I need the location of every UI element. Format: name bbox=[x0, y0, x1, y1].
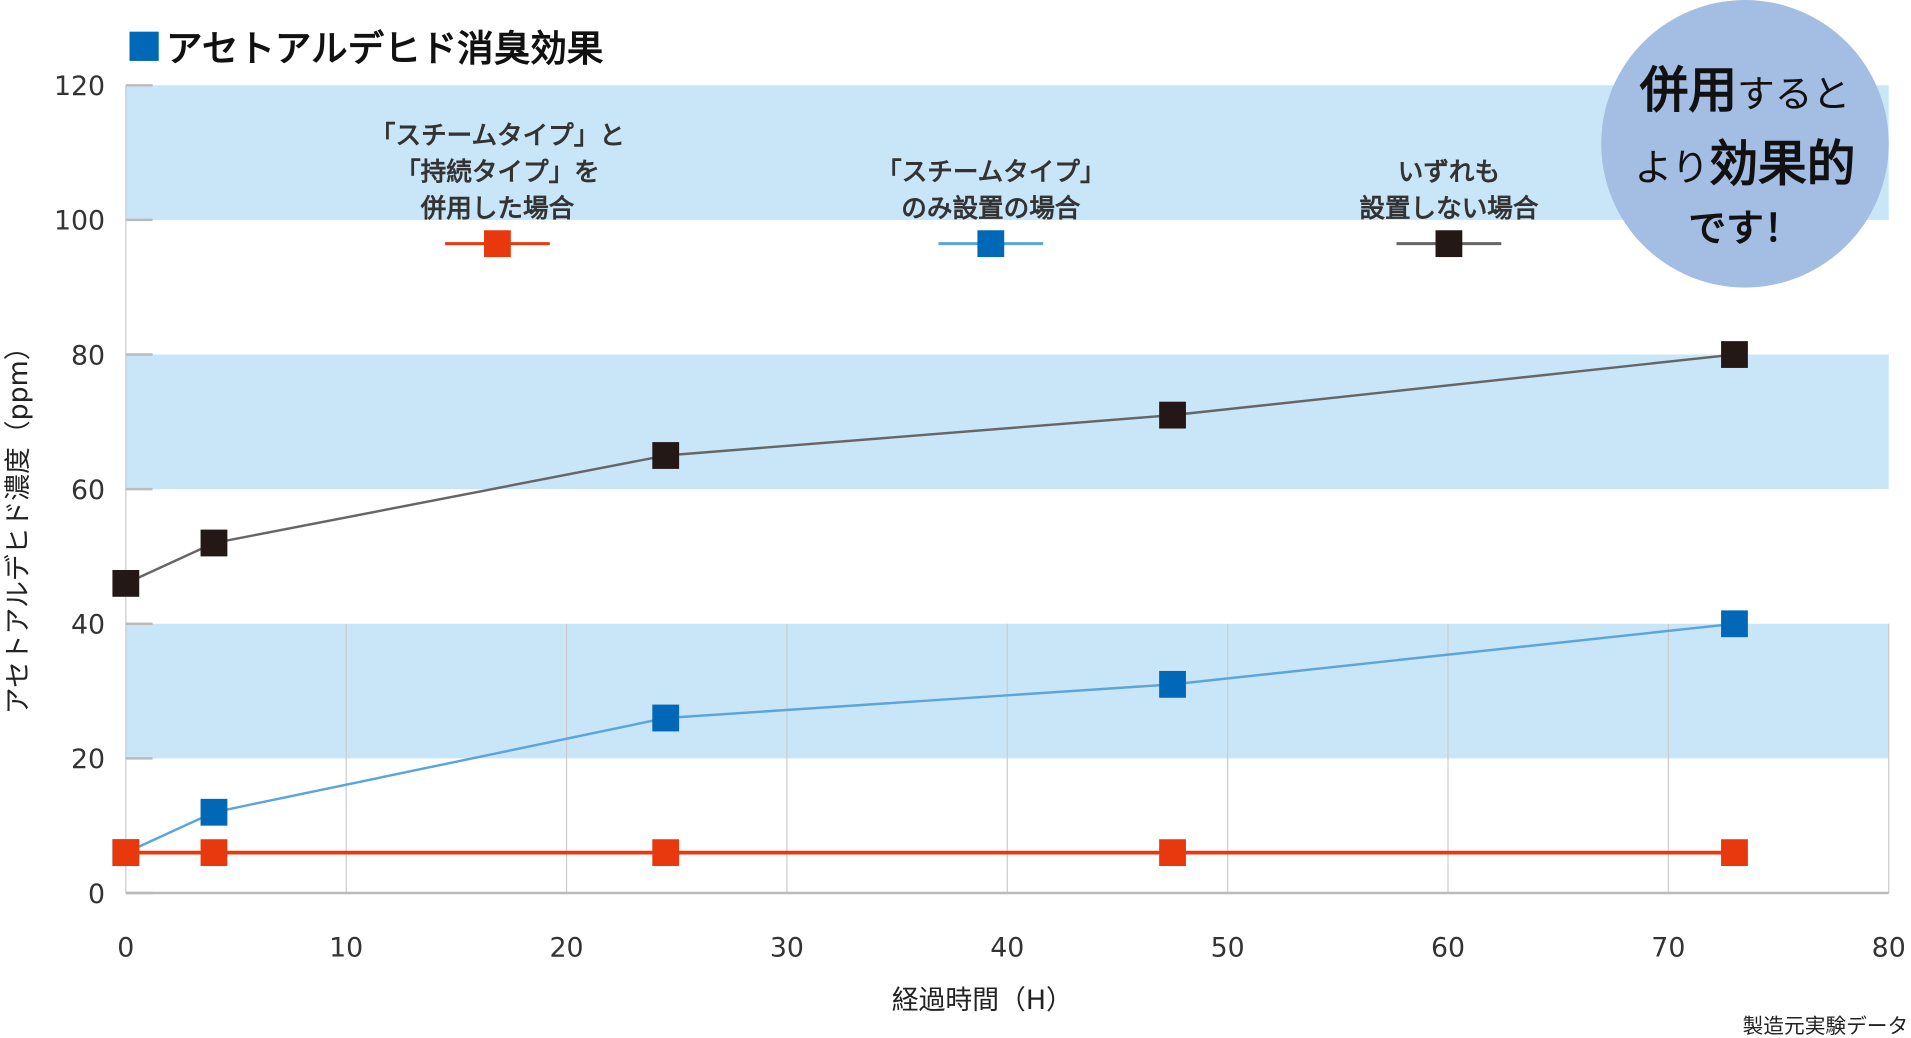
x-tick-label: 20 bbox=[549, 932, 583, 963]
series-2 bbox=[112, 341, 1748, 597]
band bbox=[125, 354, 1889, 490]
data-point bbox=[652, 442, 680, 469]
legend-label: のみ設置の場合 bbox=[901, 193, 1080, 224]
x-tick-label: 30 bbox=[770, 932, 804, 963]
y-tick-labels: 0 20 40 60 80 100 120 bbox=[54, 71, 105, 910]
bubble-line2-bold: 効果的 bbox=[1709, 136, 1855, 192]
legend-marker bbox=[1435, 230, 1463, 258]
footnote: 製造元実験データ bbox=[1743, 1014, 1909, 1038]
x-tick-label: 0 bbox=[117, 932, 134, 963]
data-point bbox=[200, 839, 228, 867]
legend-label: 設置しない場合 bbox=[1359, 193, 1538, 224]
title-marker bbox=[129, 31, 159, 61]
y-tick-label: 60 bbox=[71, 475, 105, 506]
y-tick-label: 20 bbox=[71, 744, 105, 775]
data-point bbox=[112, 569, 140, 597]
y-tick-label: 80 bbox=[71, 340, 105, 371]
legend-label: 「持続タイプ」を bbox=[395, 156, 600, 187]
bubble-line1-rest: すると bbox=[1737, 72, 1850, 116]
chart-title: アセトアルデヒド消臭効果 bbox=[166, 27, 604, 70]
legend-label: 併用した場合 bbox=[420, 193, 575, 224]
x-tick-label: 80 bbox=[1872, 932, 1906, 963]
grid-lines bbox=[125, 84, 1890, 895]
data-point bbox=[1159, 401, 1186, 429]
x-tick-label: 60 bbox=[1431, 932, 1465, 963]
bubble-line2-rest: より bbox=[1635, 145, 1710, 189]
legend-label: 「スチームタイプ」と bbox=[370, 120, 625, 151]
bubble-line3: です！ bbox=[1688, 206, 1801, 250]
callout-bubble: 併用すると より効果的 です！ bbox=[1601, 0, 1889, 288]
x-axis-label: 経過時間（H） bbox=[892, 985, 1073, 1016]
legend-marker bbox=[484, 230, 511, 258]
data-point bbox=[200, 529, 228, 557]
svg-text:より効果的: より効果的 bbox=[1635, 136, 1856, 192]
x-tick-label: 40 bbox=[990, 932, 1024, 963]
y-axis-label: アセトアルデヒド濃度（ppm） bbox=[3, 333, 34, 714]
svg-text:併用すると: 併用すると bbox=[1639, 63, 1851, 119]
data-point bbox=[1721, 839, 1748, 867]
data-point bbox=[652, 704, 680, 732]
data-point bbox=[1721, 341, 1748, 368]
legend-label: いずれも bbox=[1398, 157, 1500, 187]
x-tick-label: 10 bbox=[329, 932, 363, 963]
data-point bbox=[112, 839, 140, 867]
y-tick-label: 0 bbox=[88, 879, 105, 910]
x-tick-label: 70 bbox=[1651, 932, 1685, 963]
series-group bbox=[112, 341, 1748, 867]
x-tick-label: 50 bbox=[1211, 932, 1245, 963]
data-point bbox=[1159, 839, 1186, 867]
data-point bbox=[200, 798, 228, 826]
legend-marker bbox=[977, 230, 1005, 258]
data-point bbox=[652, 839, 680, 867]
y-tick-label: 120 bbox=[54, 71, 105, 102]
band bbox=[125, 85, 1889, 220]
x-tick-labels: 0 10 20 30 40 50 60 70 80 bbox=[117, 932, 1905, 963]
series-0 bbox=[112, 839, 1748, 867]
y-tick-label: 40 bbox=[71, 610, 105, 641]
legend-label: 「スチームタイプ」 bbox=[876, 156, 1105, 187]
bubble-line1-bold: 併用 bbox=[1639, 63, 1737, 119]
data-point bbox=[1721, 610, 1748, 638]
y-tick-label: 100 bbox=[54, 206, 105, 237]
legend-item-1: 「スチームタイプ」のみ設置の場合 bbox=[876, 156, 1106, 258]
data-point bbox=[1159, 670, 1186, 698]
